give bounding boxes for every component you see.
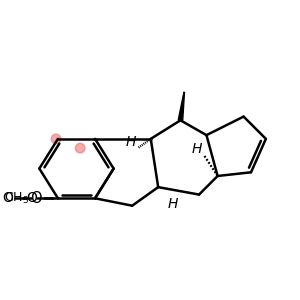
Text: H: H xyxy=(168,197,178,211)
Text: O: O xyxy=(2,191,13,205)
Circle shape xyxy=(51,134,61,144)
Text: H: H xyxy=(192,142,202,156)
Circle shape xyxy=(75,143,85,153)
Text: H: H xyxy=(125,135,136,149)
Text: O: O xyxy=(31,191,42,206)
Text: O: O xyxy=(26,191,38,205)
Polygon shape xyxy=(178,92,184,121)
Text: CH$_3$: CH$_3$ xyxy=(4,191,29,206)
